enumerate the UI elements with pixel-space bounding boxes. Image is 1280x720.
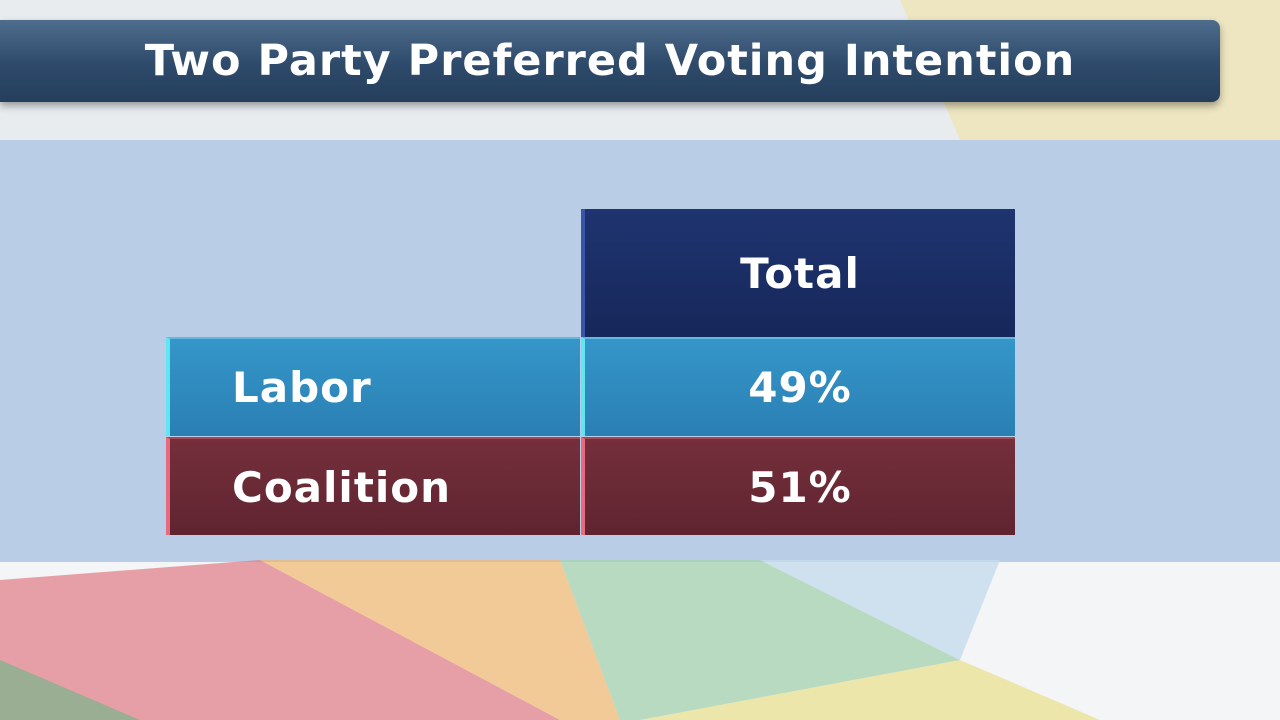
column-header: Total bbox=[581, 209, 1015, 337]
row-value: 49% bbox=[581, 337, 1015, 436]
row-value: 51% bbox=[581, 437, 1015, 535]
row-label: Labor bbox=[166, 337, 580, 436]
title: Two Party Preferred Voting Intention bbox=[0, 20, 1220, 102]
row-label: Coalition bbox=[166, 437, 580, 535]
